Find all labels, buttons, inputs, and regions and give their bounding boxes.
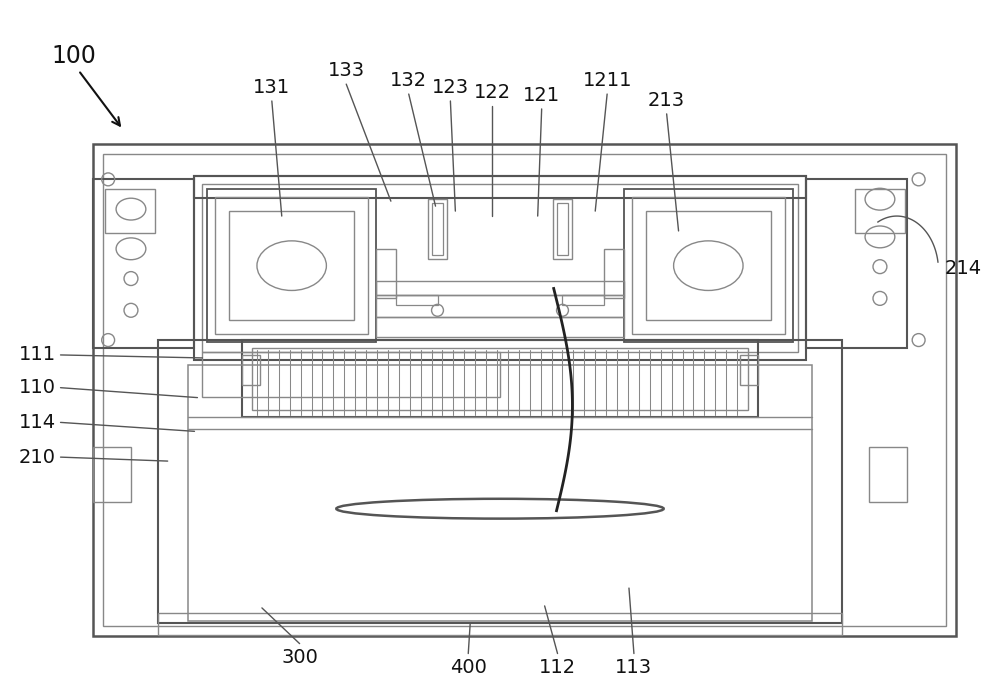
Bar — [215, 197, 368, 334]
Bar — [105, 189, 155, 233]
Bar — [376, 248, 396, 299]
Bar — [194, 176, 806, 198]
Text: 300: 300 — [281, 647, 318, 667]
Bar — [646, 211, 771, 320]
Bar — [103, 154, 946, 626]
Bar — [553, 199, 572, 259]
Text: 121: 121 — [523, 86, 560, 105]
Text: 400: 400 — [450, 658, 487, 677]
Bar — [396, 295, 438, 306]
Text: 100: 100 — [52, 45, 96, 68]
Bar — [376, 317, 624, 337]
Bar — [428, 199, 447, 259]
Text: 213: 213 — [648, 91, 685, 110]
Bar — [869, 448, 907, 502]
Bar — [855, 189, 905, 233]
Text: 110: 110 — [19, 378, 56, 397]
Bar — [93, 143, 956, 635]
Text: 114: 114 — [18, 413, 56, 432]
Bar — [632, 197, 785, 334]
Text: 112: 112 — [539, 658, 576, 677]
Bar — [194, 176, 806, 360]
Text: 133: 133 — [328, 61, 365, 80]
Bar — [252, 348, 748, 411]
Text: 214: 214 — [944, 259, 982, 278]
Bar — [242, 355, 260, 385]
Bar — [624, 189, 793, 342]
Bar — [158, 613, 842, 635]
Bar — [432, 203, 443, 255]
Bar — [562, 295, 604, 306]
Text: 132: 132 — [390, 71, 427, 90]
Bar — [376, 280, 624, 295]
Text: 210: 210 — [19, 448, 56, 466]
Bar — [740, 355, 758, 385]
Bar — [557, 203, 568, 255]
Bar — [158, 340, 842, 623]
Bar — [604, 248, 624, 299]
Text: 113: 113 — [615, 658, 652, 677]
Text: 123: 123 — [432, 78, 469, 97]
Bar — [242, 340, 758, 418]
Bar — [202, 184, 798, 352]
Bar — [376, 295, 624, 317]
Text: 111: 111 — [18, 345, 56, 365]
Text: 131: 131 — [253, 78, 290, 97]
Bar — [806, 180, 907, 348]
Text: 1211: 1211 — [582, 71, 632, 90]
Bar — [202, 352, 500, 397]
Bar — [229, 211, 354, 320]
Bar — [93, 448, 131, 502]
Bar — [207, 189, 376, 342]
Text: 122: 122 — [474, 83, 511, 102]
Bar — [93, 180, 194, 348]
Bar — [188, 365, 812, 621]
